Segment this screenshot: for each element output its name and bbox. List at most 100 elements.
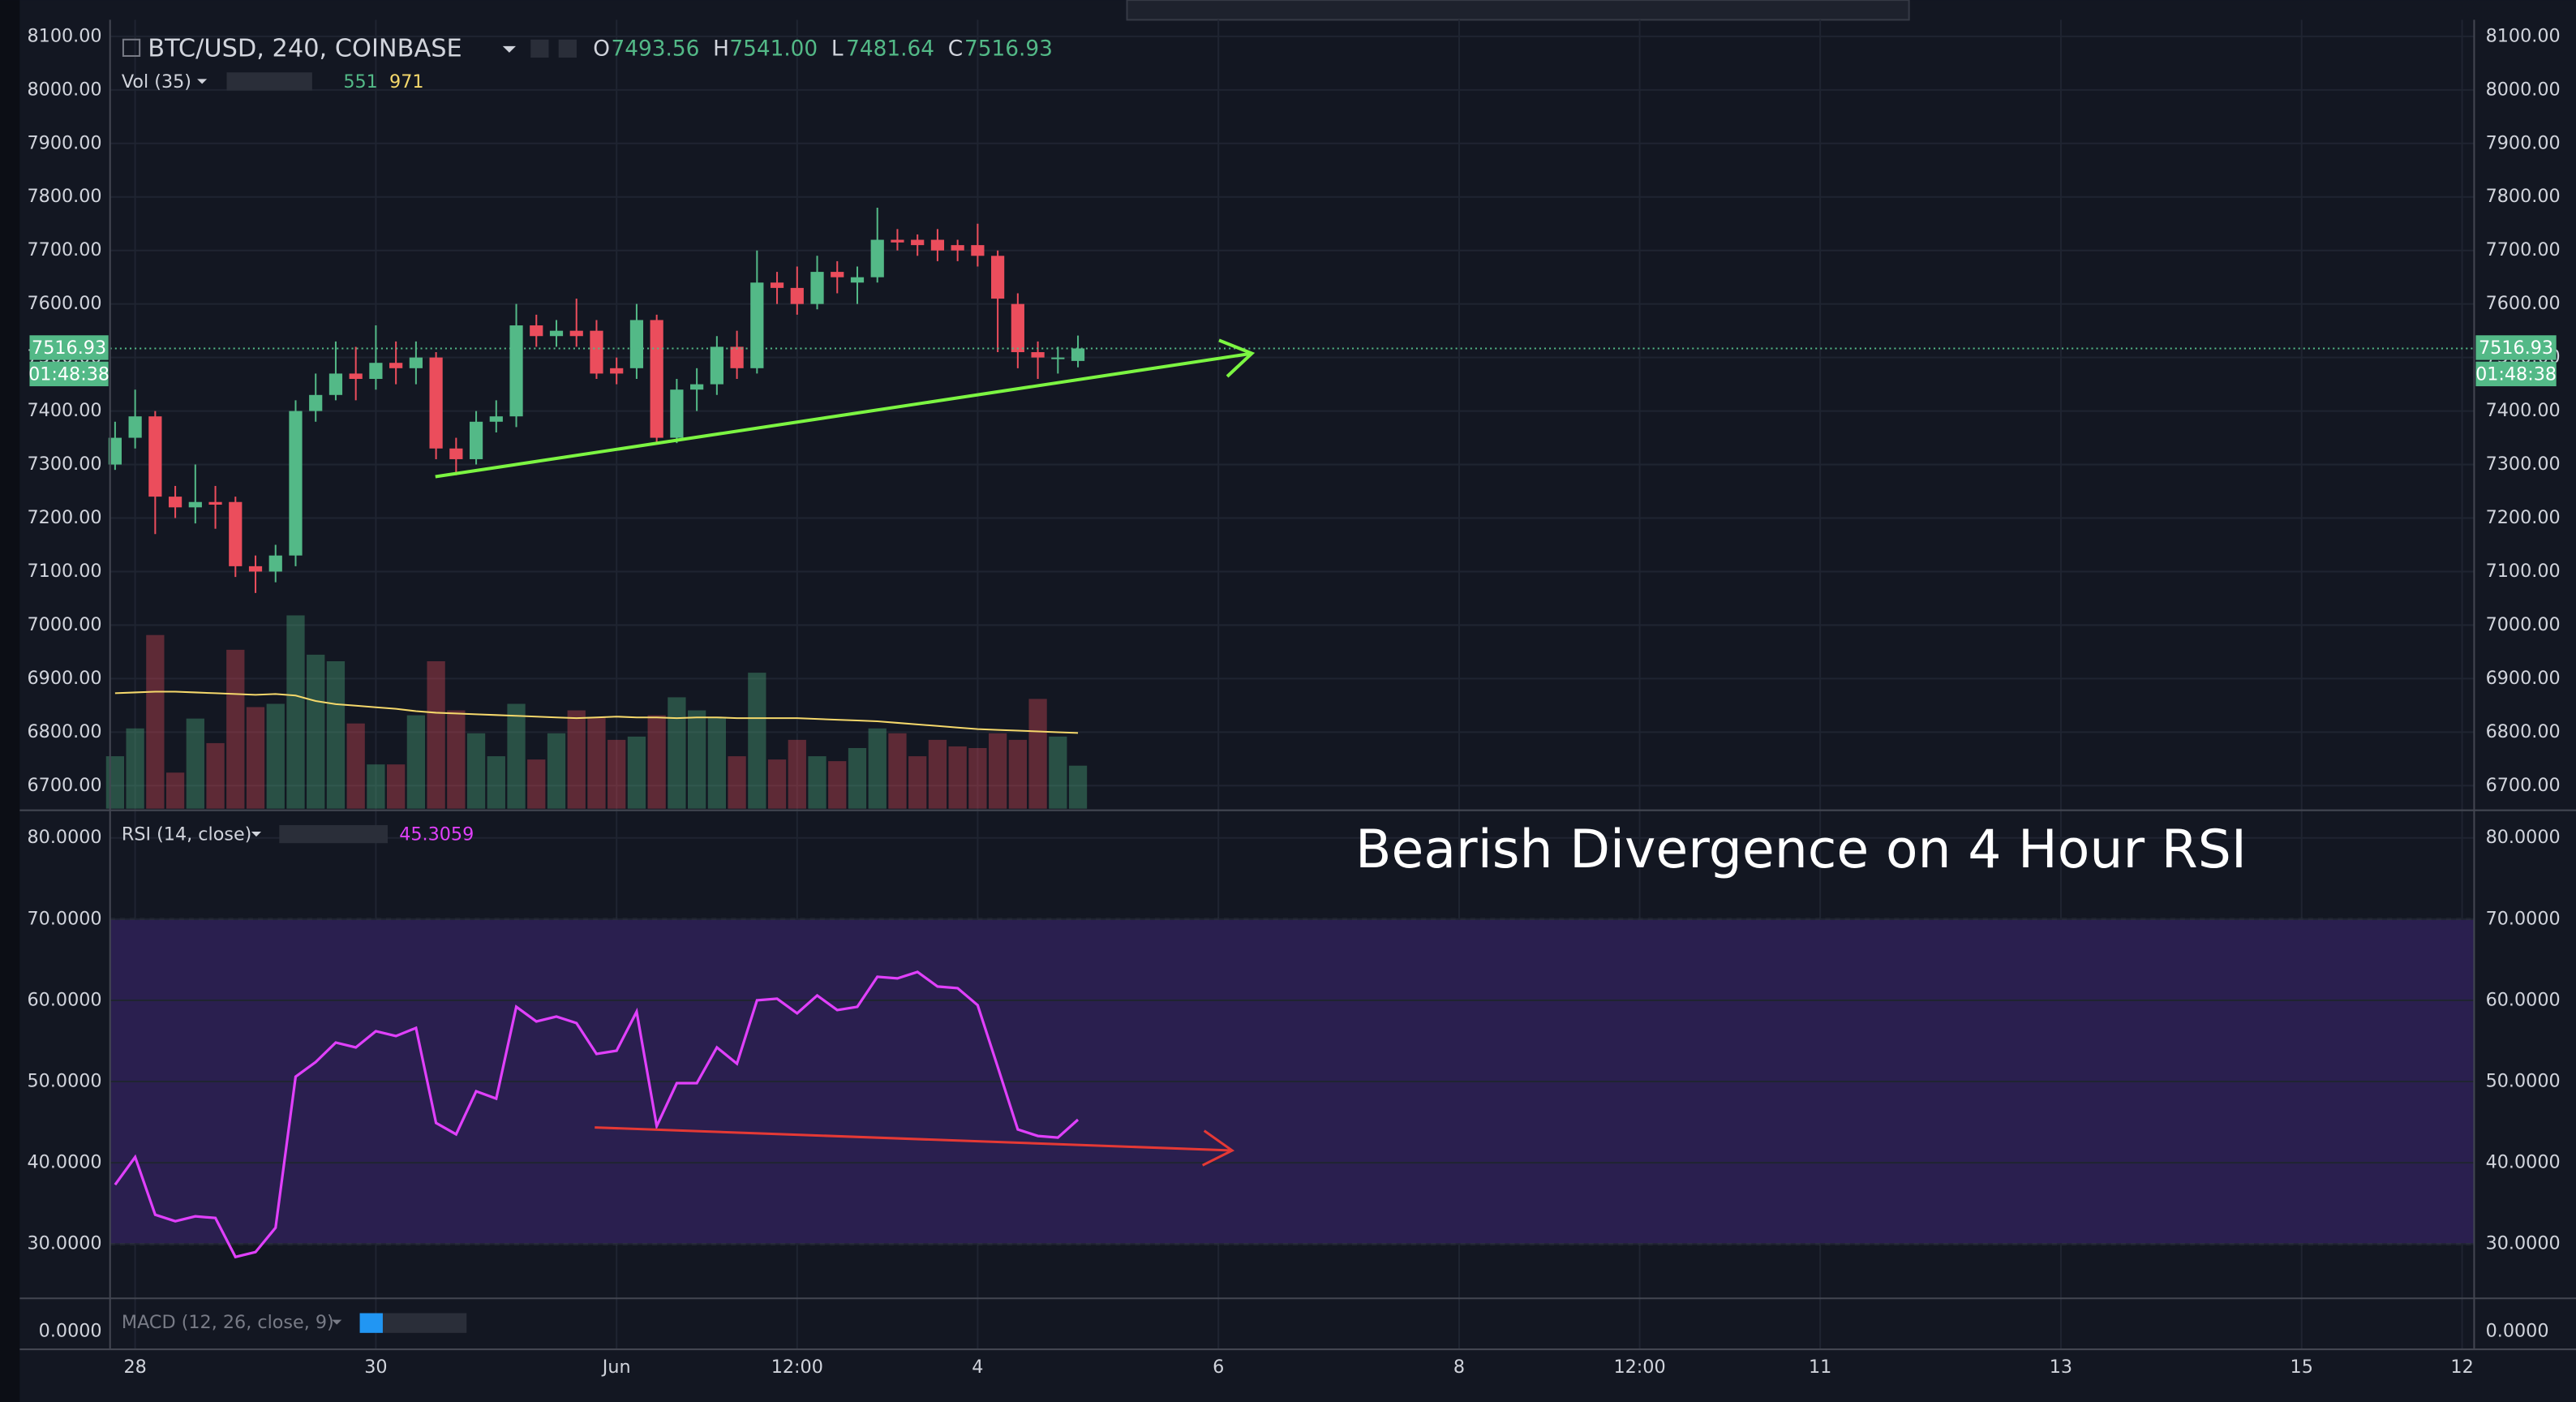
rsi-title[interactable]: RSI (14, close): [122, 824, 251, 845]
candle-body: [309, 394, 323, 411]
dropdown-icon[interactable]: [197, 79, 208, 84]
x-tick-label: 11: [1809, 1357, 1831, 1378]
y-tick-label: 7000.00: [2486, 614, 2561, 635]
volume-bar: [988, 733, 1007, 809]
toolbar[interactable]: [1126, 0, 1910, 21]
y-tick-label: 8000.00: [28, 79, 102, 100]
volume-bar: [1028, 699, 1047, 809]
dropdown-icon[interactable]: [332, 1319, 342, 1325]
symbol-title[interactable]: BTC/USD, 240, COINBASE: [148, 34, 462, 62]
y-tick-label: 7200.00: [2486, 507, 2561, 528]
y-tick-label: 7900.00: [2486, 132, 2561, 153]
candle-body: [208, 501, 222, 505]
y-tick-label: 7800.00: [2486, 186, 2561, 207]
countdown-label: 01:48:38: [28, 363, 109, 385]
ohlc-value: 7481.64: [846, 37, 934, 61]
volume-bar: [767, 759, 787, 809]
volume-bar: [948, 746, 967, 809]
volume-bar: [326, 660, 346, 809]
dropdown-icon[interactable]: [502, 45, 517, 53]
volume-bar: [728, 756, 746, 809]
y-tick-label: 7600.00: [28, 293, 102, 314]
y-tick-label: 7700.00: [28, 239, 102, 260]
candle-body: [128, 416, 142, 438]
candle-body: [790, 287, 804, 304]
volume-bar: [165, 772, 185, 809]
icon[interactable]: [558, 39, 577, 58]
y-tick-label: 7300.00: [28, 454, 102, 475]
y-tick-label: 60.0000: [28, 989, 102, 1010]
study-icons[interactable]: [279, 824, 389, 844]
candle-body: [971, 245, 985, 256]
rsi-value: 45.3059: [399, 824, 474, 845]
collapse-icon[interactable]: [122, 38, 141, 58]
visibility-icon[interactable]: [359, 1313, 383, 1333]
trend-line[interactable]: [595, 1126, 1233, 1152]
volume-bar: [346, 723, 365, 809]
volume-bar: [587, 716, 606, 809]
y-tick-label: 80.0000: [28, 827, 102, 848]
ohlc-value: 7516.93: [964, 37, 1053, 61]
y-tick-label: 30.0000: [28, 1233, 102, 1254]
candle-body: [710, 346, 723, 385]
candle-body: [429, 357, 443, 449]
y-tick-label: 7900.00: [28, 132, 102, 153]
dropdown-icon[interactable]: [251, 832, 262, 837]
y-tick-label: 6700.00: [2486, 775, 2561, 796]
volume-bar: [226, 649, 245, 809]
candle-body: [951, 245, 964, 251]
y-tick-label: 8100.00: [28, 25, 102, 46]
candle-body: [369, 363, 383, 380]
volume-bar: [1068, 765, 1088, 809]
volume-bar: [387, 764, 406, 809]
legend: BTC/USD, 240, COINBASE O 7493.56 H 7541.…: [39, 34, 2549, 1341]
y-tick-label: 6800.00: [28, 721, 102, 742]
y-tick-label: 7100.00: [28, 561, 102, 582]
volume-bar: [928, 739, 947, 809]
candle-body: [489, 416, 503, 422]
trend-line[interactable]: [435, 351, 1252, 479]
volume-bar: [668, 697, 686, 809]
candle-body: [590, 330, 603, 374]
y-tick-label: 30.0000: [2486, 1233, 2561, 1254]
y-tick-label: 50.0000: [28, 1071, 102, 1092]
volume-bar: [146, 634, 165, 809]
ohlc-letter: H: [713, 37, 729, 61]
y-tick-label: 40.0000: [2486, 1152, 2561, 1173]
ohlc-letter: L: [831, 37, 844, 61]
x-tick-label: 6: [1213, 1357, 1224, 1378]
candle-body: [1071, 348, 1085, 361]
study-icons[interactable]: [226, 72, 312, 91]
candle-body: [650, 320, 663, 438]
macd-title[interactable]: MACD (12, 26, close, 9): [122, 1312, 334, 1333]
volume-bar: [808, 756, 826, 809]
y-tick-label: 6900.00: [28, 668, 102, 689]
volume-bar: [828, 761, 847, 809]
ohlc-value: 7493.56: [611, 37, 699, 61]
y-tick-label: 7800.00: [28, 186, 102, 207]
y-tick-label: 80.0000: [2486, 827, 2561, 848]
y-tick-label: 0.0000: [39, 1320, 102, 1341]
volume-bar: [507, 703, 526, 809]
volume-bar: [367, 764, 385, 809]
volume-bar: [105, 756, 125, 809]
candle-body: [328, 373, 343, 395]
candle-body: [1011, 303, 1024, 353]
candle-body: [349, 373, 363, 380]
candle-body: [268, 555, 282, 572]
y-tick-label: 7000.00: [28, 614, 102, 635]
grid: [109, 19, 2475, 1350]
volume-bar: [186, 718, 204, 809]
volume-bar: [266, 703, 285, 809]
volume-bar: [567, 710, 586, 809]
volume-bar: [627, 736, 646, 809]
price-tag-label: 7516.93: [32, 338, 106, 359]
y-tick-label: 7400.00: [28, 400, 102, 421]
volume-title[interactable]: Vol (35): [122, 71, 191, 92]
marks: [105, 207, 2475, 1259]
x-tick-label: 12:00: [1613, 1357, 1665, 1378]
icon[interactable]: [530, 39, 549, 58]
candle-body: [469, 421, 483, 459]
